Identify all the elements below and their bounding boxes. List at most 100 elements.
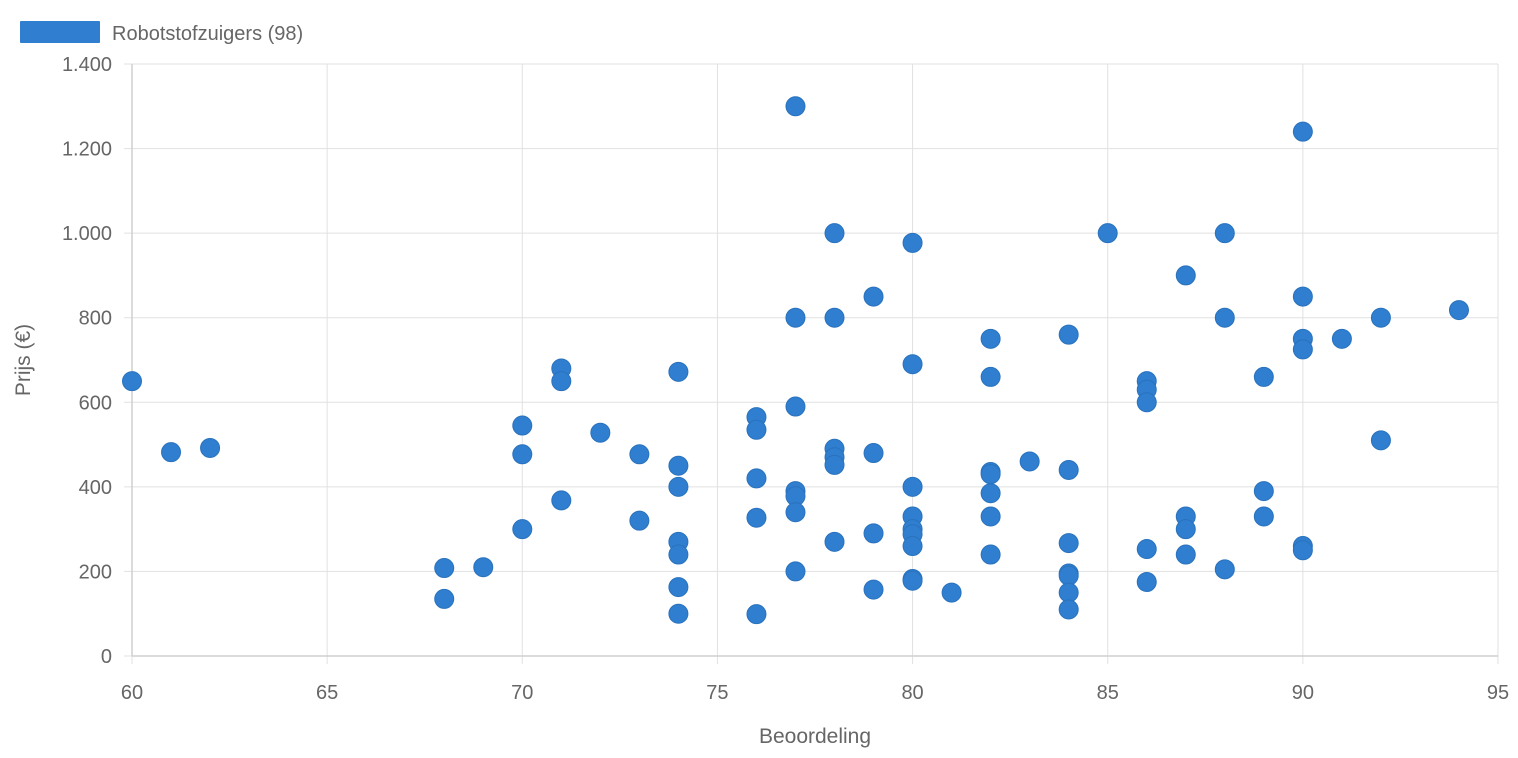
grid bbox=[124, 63, 1499, 664]
data-point[interactable] bbox=[161, 442, 182, 463]
data-point[interactable] bbox=[122, 371, 142, 392]
data-point[interactable] bbox=[434, 558, 455, 579]
data-point[interactable] bbox=[1253, 366, 1274, 387]
data-point[interactable] bbox=[824, 531, 845, 552]
x-tick-label: 70 bbox=[511, 682, 533, 704]
y-axis-title: Prijs (€) bbox=[12, 324, 35, 396]
data-point[interactable] bbox=[1292, 339, 1313, 360]
data-point[interactable] bbox=[1058, 599, 1079, 620]
data-point[interactable] bbox=[824, 223, 845, 244]
data-point[interactable] bbox=[746, 468, 767, 489]
y-tick-label: 1.400 bbox=[62, 54, 112, 76]
data-point[interactable] bbox=[824, 454, 845, 475]
data-point[interactable] bbox=[863, 443, 884, 464]
y-tick-label: 400 bbox=[79, 477, 112, 499]
data-point[interactable] bbox=[1175, 544, 1196, 565]
data-point[interactable] bbox=[1214, 559, 1235, 580]
legend[interactable]: Robotstofzuigers (98) bbox=[20, 21, 303, 45]
data-point[interactable] bbox=[1058, 533, 1079, 554]
legend-swatch[interactable] bbox=[20, 21, 100, 43]
data-point[interactable] bbox=[1292, 121, 1313, 142]
axes bbox=[131, 64, 1498, 657]
data-point[interactable] bbox=[902, 232, 923, 253]
x-tick-label: 80 bbox=[901, 682, 923, 704]
y-tick-label: 200 bbox=[79, 561, 112, 583]
data-point[interactable] bbox=[941, 582, 962, 603]
data-point[interactable] bbox=[1292, 540, 1313, 561]
y-tick-label: 0 bbox=[101, 646, 112, 668]
x-tick-label: 75 bbox=[706, 682, 728, 704]
data-point[interactable] bbox=[863, 579, 884, 600]
data-point[interactable] bbox=[1175, 265, 1196, 286]
data-point[interactable] bbox=[1058, 324, 1079, 345]
data-point[interactable] bbox=[980, 544, 1001, 565]
data-point[interactable] bbox=[668, 577, 689, 598]
data-point[interactable] bbox=[824, 307, 845, 328]
legend-label[interactable]: Robotstofzuigers (98) bbox=[112, 23, 303, 45]
y-axis-ticks: 0 200 400 600 800 1.000 1.200 1.400 bbox=[62, 54, 112, 668]
data-point[interactable] bbox=[1253, 506, 1274, 527]
x-tick-label: 90 bbox=[1292, 682, 1314, 704]
data-point[interactable] bbox=[1448, 300, 1469, 321]
data-point[interactable] bbox=[785, 307, 806, 328]
data-point[interactable] bbox=[590, 422, 611, 443]
data-point[interactable] bbox=[746, 419, 767, 440]
data-point[interactable] bbox=[980, 366, 1001, 387]
data-points bbox=[122, 96, 1469, 625]
data-point[interactable] bbox=[863, 523, 884, 544]
x-tick-label: 95 bbox=[1487, 682, 1509, 704]
data-point[interactable] bbox=[512, 415, 533, 436]
data-point[interactable] bbox=[902, 354, 923, 375]
data-point[interactable] bbox=[200, 437, 221, 458]
data-point[interactable] bbox=[1370, 430, 1391, 451]
data-point[interactable] bbox=[1058, 459, 1079, 480]
data-point[interactable] bbox=[1214, 223, 1235, 244]
x-axis-ticks: 60 65 70 75 80 85 90 95 bbox=[121, 682, 1509, 704]
y-tick-label: 1.000 bbox=[62, 223, 112, 245]
x-axis-title: Beoordeling bbox=[759, 725, 871, 748]
data-point[interactable] bbox=[902, 476, 923, 497]
data-point[interactable] bbox=[902, 536, 923, 557]
data-point[interactable] bbox=[512, 444, 533, 465]
data-point[interactable] bbox=[1175, 519, 1196, 540]
data-point[interactable] bbox=[1292, 286, 1313, 307]
data-point[interactable] bbox=[551, 490, 572, 511]
data-point[interactable] bbox=[785, 96, 806, 117]
y-tick-label: 800 bbox=[79, 308, 112, 330]
data-point[interactable] bbox=[902, 570, 923, 591]
data-point[interactable] bbox=[1019, 451, 1040, 472]
data-point[interactable] bbox=[668, 361, 689, 382]
data-point[interactable] bbox=[1136, 392, 1157, 413]
data-point[interactable] bbox=[668, 603, 689, 624]
data-point[interactable] bbox=[863, 286, 884, 307]
data-point[interactable] bbox=[473, 557, 494, 578]
data-point[interactable] bbox=[434, 588, 455, 609]
data-point[interactable] bbox=[1097, 223, 1118, 244]
data-point[interactable] bbox=[980, 506, 1001, 527]
data-point[interactable] bbox=[1214, 307, 1235, 328]
data-point[interactable] bbox=[1136, 572, 1157, 592]
data-point[interactable] bbox=[551, 371, 572, 392]
data-point[interactable] bbox=[785, 396, 806, 417]
data-point[interactable] bbox=[629, 510, 650, 531]
x-tick-label: 65 bbox=[316, 682, 338, 704]
data-point[interactable] bbox=[1253, 481, 1274, 502]
data-point[interactable] bbox=[980, 483, 1001, 504]
data-point[interactable] bbox=[746, 604, 767, 625]
data-point[interactable] bbox=[1058, 582, 1079, 603]
data-point[interactable] bbox=[668, 476, 689, 497]
data-point[interactable] bbox=[629, 444, 650, 465]
y-tick-label: 1.200 bbox=[62, 139, 112, 161]
data-point[interactable] bbox=[746, 507, 767, 528]
data-point[interactable] bbox=[980, 328, 1001, 349]
data-point[interactable] bbox=[512, 519, 533, 540]
data-point[interactable] bbox=[1370, 307, 1391, 328]
data-point[interactable] bbox=[785, 561, 806, 582]
data-point[interactable] bbox=[980, 464, 1001, 485]
data-point[interactable] bbox=[785, 502, 806, 523]
data-point[interactable] bbox=[1331, 328, 1352, 349]
data-point[interactable] bbox=[668, 544, 689, 565]
data-point[interactable] bbox=[668, 455, 689, 476]
data-point[interactable] bbox=[1136, 539, 1157, 560]
data-point[interactable] bbox=[1058, 565, 1079, 586]
